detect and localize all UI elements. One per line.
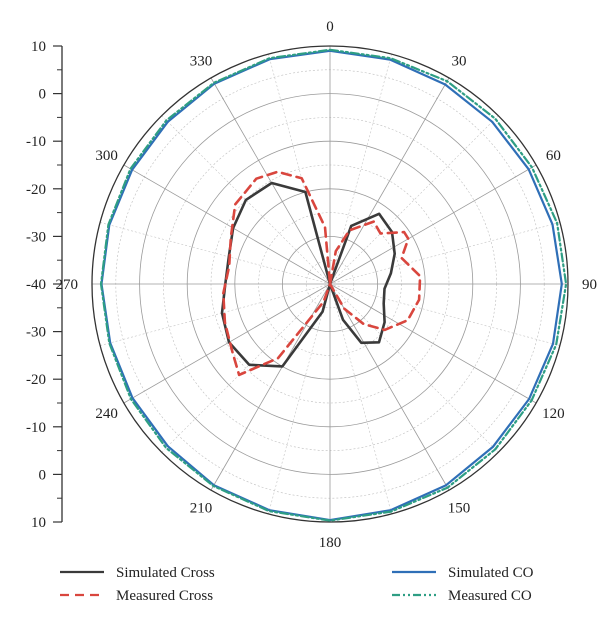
angle-label: 240 [95, 406, 118, 422]
angle-label: 330 [190, 54, 213, 70]
radial-tick-label: 0 [39, 467, 47, 483]
legend-label-simulated-cross: Simulated Cross [116, 565, 215, 581]
radial-tick-label: 10 [31, 515, 46, 531]
angular-axis: 0 30 60 90 120 150 180 210 240 270 300 330 [56, 19, 598, 551]
series-layer [99, 48, 568, 522]
radial-axis: 10 0 -10 -20 -30 -40 -30 -20 -10 0 10 [26, 39, 63, 531]
grid-spoke-major [123, 164, 331, 285]
series-line-simulated-cross [220, 181, 396, 368]
grid-spoke-minor [329, 54, 392, 285]
radial-tick-label: -40 [26, 277, 46, 293]
grid-spoke-major [210, 77, 331, 285]
angle-label: 30 [452, 54, 467, 70]
radial-tick-label: -30 [26, 325, 46, 341]
grid-spoke-major [123, 283, 331, 404]
angle-label: 120 [542, 406, 565, 422]
legend-label-simulated-co: Simulated CO [448, 565, 534, 581]
polar-grid [91, 45, 569, 523]
radial-tick-label: -10 [26, 134, 46, 150]
grid-spoke-major [329, 77, 450, 285]
legend-label-measured-co: Measured CO [448, 588, 532, 604]
legend: Simulated Cross Measured Cross Simulated C… [60, 565, 534, 604]
angle-label: 90 [582, 277, 597, 293]
series-line-measured-co [99, 48, 568, 522]
radial-tick-label: -30 [26, 229, 46, 245]
radial-tick-label: 0 [39, 87, 47, 103]
angle-label: 270 [56, 277, 79, 293]
grid-spoke-minor [329, 283, 560, 346]
grid-spoke-major [329, 283, 450, 491]
grid-spoke-minor [268, 283, 331, 514]
angle-label: 180 [319, 535, 342, 551]
angle-label: 150 [448, 500, 471, 516]
grid-spoke-minor [100, 283, 331, 346]
series-line-measured-cross [222, 170, 422, 377]
outer-ring [91, 45, 569, 523]
radial-tick-label: 10 [31, 39, 46, 55]
legend-label-measured-cross: Measured Cross [116, 588, 213, 604]
radial-tick-label: -10 [26, 420, 46, 436]
angle-label: 210 [190, 500, 213, 516]
grid-spoke-major [329, 164, 537, 285]
radial-tick-label: -20 [26, 182, 46, 198]
angle-label: 0 [326, 19, 334, 35]
grid-spoke-minor [329, 283, 392, 514]
angle-label: 60 [546, 148, 561, 164]
radial-tick-label: -20 [26, 372, 46, 388]
grid-spoke-major [329, 283, 537, 404]
angle-label: 300 [95, 148, 118, 164]
